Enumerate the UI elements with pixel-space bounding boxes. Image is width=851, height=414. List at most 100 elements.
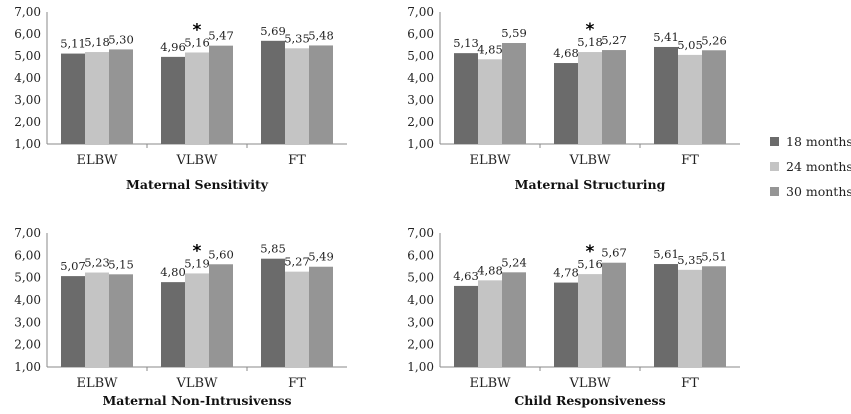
bar-ft-30-months [309,45,333,144]
y-tick-label: 7,00 [407,5,434,19]
data-label: 5,26 [701,33,727,47]
data-label: 5,41 [653,30,679,44]
bar-vlbw-30-months [602,50,626,145]
y-tick-label: 2,00 [407,115,434,129]
legend-swatch-18-months [770,137,779,146]
bar-elbw-24-months [85,272,109,367]
bar-vlbw-30-months [209,264,233,367]
legend-swatch-24-months [770,162,779,171]
data-label: 5,51 [701,249,727,263]
chart-panel-maternal-non-intrusivenss: 1,00 2,00 3,00 4,00 5,00 6,00 7,00 5,075,235,15… [14,226,347,408]
significance-star: * [193,20,202,40]
data-label: 5,69 [260,24,286,38]
chart-panel-child-responsiveness: 1,00 2,00 3,00 4,00 5,00 6,00 7,00 4,634,885,24… [407,226,740,408]
bar-vlbw-18-months [161,56,185,144]
data-label: 5,16 [184,35,210,49]
data-label: 5,47 [208,29,234,43]
data-label: 4,96 [160,40,186,54]
legend: 18 months 24 months 30 months [770,134,851,199]
data-label: 5,85 [260,242,286,256]
y-tick-label: 7,00 [14,5,41,19]
legend-label: 18 months [786,134,851,149]
bar-elbw-24-months [85,52,109,144]
data-label: 5,07 [60,259,86,273]
data-label: 5,18 [577,35,603,49]
bar-elbw-18-months [61,53,85,144]
x-category-label: VLBW [176,153,219,168]
data-label: 5,30 [108,32,134,46]
chart-title: Maternal Structuring [515,177,666,192]
bar-ft-24-months [285,271,309,367]
y-tick-label: 5,00 [407,49,434,63]
bar-ft-18-months [261,40,285,144]
chart-title: Child Responsiveness [514,393,665,408]
data-label: 4,88 [477,263,503,277]
legend-label: 24 months [786,159,851,174]
data-label: 4,85 [477,42,503,56]
data-label: 5,49 [308,250,334,264]
data-label: 5,13 [453,36,479,50]
bar-vlbw-24-months [578,52,602,144]
data-label: 5,35 [677,253,703,267]
y-tick-label: 3,00 [14,315,41,329]
y-tick-label: 4,00 [407,71,434,85]
y-tick-label: 2,00 [14,115,41,129]
y-tick-label: 6,00 [14,248,41,262]
data-label: 5,27 [284,255,310,269]
x-category-label: VLBW [569,376,612,391]
x-category-label: FT [288,376,306,391]
data-label: 5,24 [501,255,527,269]
data-label: 5,16 [577,257,603,271]
y-tick-label: 3,00 [407,315,434,329]
y-tick-label: 6,00 [407,248,434,262]
y-tick-label: 3,00 [14,93,41,107]
data-label: 5,05 [677,38,703,52]
bar-ft-18-months [654,46,678,145]
data-label: 5,59 [501,26,527,40]
bar-elbw-18-months [61,276,85,367]
y-tick-label: 2,00 [14,338,41,352]
y-tick-label: 2,00 [407,338,434,352]
y-tick-label: 1,00 [407,137,434,151]
x-category-label: FT [288,153,306,168]
bar-elbw-30-months [109,49,133,144]
bar-vlbw-24-months [578,274,602,367]
bar-elbw-18-months [454,285,478,367]
x-category-label: VLBW [569,153,612,168]
data-label: 4,68 [553,46,579,60]
bar-vlbw-18-months [554,282,578,367]
y-tick-label: 6,00 [14,27,41,41]
y-tick-label: 1,00 [14,137,41,151]
x-category-label: ELBW [76,376,118,391]
chart-title: Maternal Sensitivity [126,177,269,192]
x-category-label: ELBW [469,153,511,168]
bar-ft-18-months [654,264,678,367]
bar-ft-30-months [702,50,726,144]
bar-vlbw-18-months [554,63,578,144]
bar-ft-24-months [285,48,309,144]
bar-elbw-24-months [478,280,502,367]
data-label: 5,15 [108,257,134,271]
bar-vlbw-24-months [185,52,209,145]
data-label: 5,35 [284,31,310,45]
bar-ft-30-months [702,266,726,367]
x-category-label: FT [681,153,699,168]
y-tick-label: 4,00 [407,293,434,307]
y-tick-label: 5,00 [14,271,41,285]
data-label: 5,19 [184,256,210,270]
y-tick-label: 4,00 [14,71,41,85]
x-category-label: FT [681,376,699,391]
bar-ft-30-months [309,266,333,367]
significance-star: * [193,241,202,261]
legend-label: 30 months [786,184,851,199]
bar-vlbw-18-months [161,282,185,367]
bar-ft-24-months [678,54,702,144]
bar-vlbw-24-months [185,273,209,367]
x-category-label: VLBW [176,376,219,391]
data-label: 5,48 [308,28,334,42]
data-label: 4,78 [553,266,579,280]
data-label: 5,60 [208,247,234,261]
y-tick-label: 7,00 [407,226,434,240]
data-label: 5,18 [84,35,110,49]
